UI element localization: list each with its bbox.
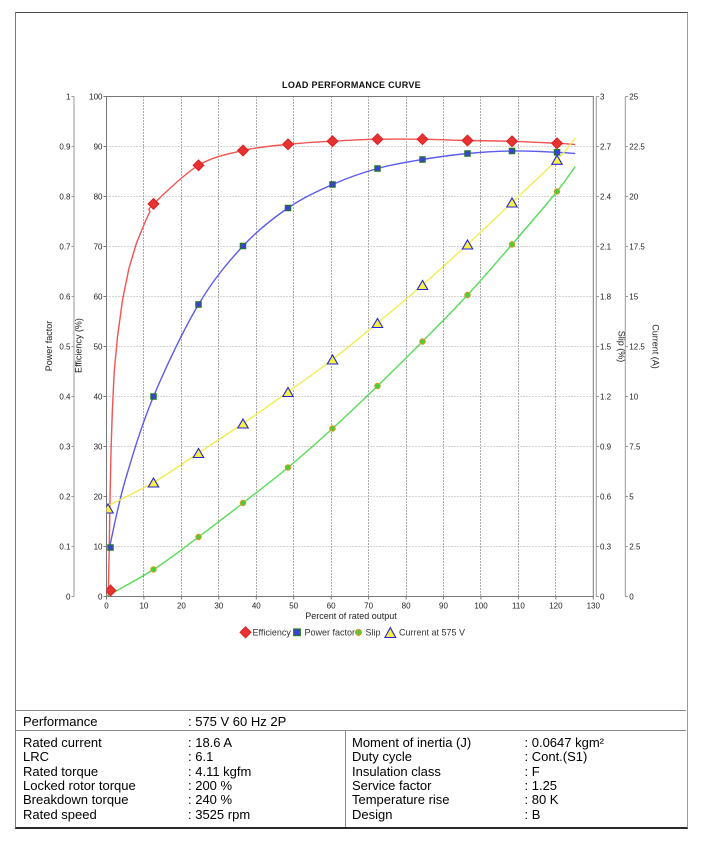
- svg-text:120: 120: [549, 602, 563, 611]
- svg-text:Current at 575 V: Current at 575 V: [399, 627, 465, 637]
- svg-text:15: 15: [629, 292, 638, 301]
- svg-text:2.4: 2.4: [600, 192, 612, 201]
- svg-text:2.7: 2.7: [600, 142, 612, 151]
- svg-text:0.2: 0.2: [59, 492, 71, 501]
- svg-text:1.2: 1.2: [600, 392, 612, 401]
- svg-text:10: 10: [94, 542, 103, 551]
- svg-text:60: 60: [94, 292, 103, 301]
- svg-text:60: 60: [327, 602, 336, 611]
- svg-text:0: 0: [629, 592, 634, 601]
- svg-text:0: 0: [66, 592, 71, 601]
- svg-text:0.7: 0.7: [59, 242, 71, 251]
- svg-text:30: 30: [94, 442, 103, 451]
- svg-text:1.8: 1.8: [600, 292, 612, 301]
- svg-text:3: 3: [600, 92, 605, 101]
- svg-text:2.5: 2.5: [629, 542, 641, 551]
- svg-text:1.5: 1.5: [600, 342, 612, 351]
- svg-text:Current (A): Current (A): [651, 324, 661, 369]
- svg-text:20: 20: [94, 492, 103, 501]
- svg-text:0.8: 0.8: [59, 192, 71, 201]
- svg-text:Slip (%): Slip (%): [617, 331, 627, 363]
- svg-text:10: 10: [139, 602, 148, 611]
- svg-text:17.5: 17.5: [629, 242, 645, 251]
- svg-text:LOAD PERFORMANCE CURVE: LOAD PERFORMANCE CURVE: [282, 80, 421, 90]
- svg-text:100: 100: [474, 602, 488, 611]
- svg-text:0.6: 0.6: [59, 292, 71, 301]
- svg-text:100: 100: [89, 92, 103, 101]
- svg-text:130: 130: [587, 602, 601, 611]
- svg-text:Efficiency (%): Efficiency (%): [74, 318, 84, 373]
- svg-text:25: 25: [629, 92, 638, 101]
- svg-text:0.9: 0.9: [59, 142, 71, 151]
- svg-text:90: 90: [94, 142, 103, 151]
- svg-text:80: 80: [402, 602, 411, 611]
- svg-text:0.3: 0.3: [59, 442, 71, 451]
- svg-text:Efficiency: Efficiency: [253, 627, 292, 637]
- svg-text:1: 1: [66, 92, 71, 101]
- svg-text:40: 40: [94, 392, 103, 401]
- svg-text:20: 20: [629, 192, 638, 201]
- svg-text:Power factor: Power factor: [305, 627, 356, 637]
- svg-text:10: 10: [629, 392, 638, 401]
- svg-text:5: 5: [629, 492, 634, 501]
- svg-text:0.5: 0.5: [59, 342, 71, 351]
- svg-text:Slip: Slip: [366, 627, 381, 637]
- svg-text:0: 0: [104, 602, 109, 611]
- svg-text:0: 0: [600, 592, 605, 601]
- svg-text:0.9: 0.9: [600, 442, 612, 451]
- svg-text:70: 70: [94, 242, 103, 251]
- svg-text:0.3: 0.3: [600, 542, 612, 551]
- svg-text:Percent of rated output: Percent of rated output: [305, 611, 397, 621]
- svg-text:90: 90: [439, 602, 448, 611]
- svg-text:0.4: 0.4: [59, 392, 71, 401]
- svg-text:30: 30: [214, 602, 223, 611]
- svg-text:2.1: 2.1: [600, 242, 612, 251]
- svg-text:12.5: 12.5: [629, 342, 645, 351]
- svg-text:110: 110: [512, 602, 525, 611]
- svg-text:0.1: 0.1: [59, 542, 71, 551]
- svg-text:50: 50: [94, 342, 103, 351]
- svg-text:80: 80: [94, 192, 103, 201]
- svg-text:22.5: 22.5: [629, 142, 645, 151]
- svg-text:20: 20: [177, 602, 186, 611]
- svg-text:70: 70: [364, 602, 373, 611]
- svg-text:0.6: 0.6: [600, 492, 612, 501]
- svg-text:50: 50: [289, 602, 298, 611]
- svg-text:Power factor: Power factor: [44, 321, 54, 372]
- svg-text:0: 0: [98, 592, 103, 601]
- svg-text:7.5: 7.5: [629, 442, 641, 451]
- svg-text:40: 40: [252, 602, 261, 611]
